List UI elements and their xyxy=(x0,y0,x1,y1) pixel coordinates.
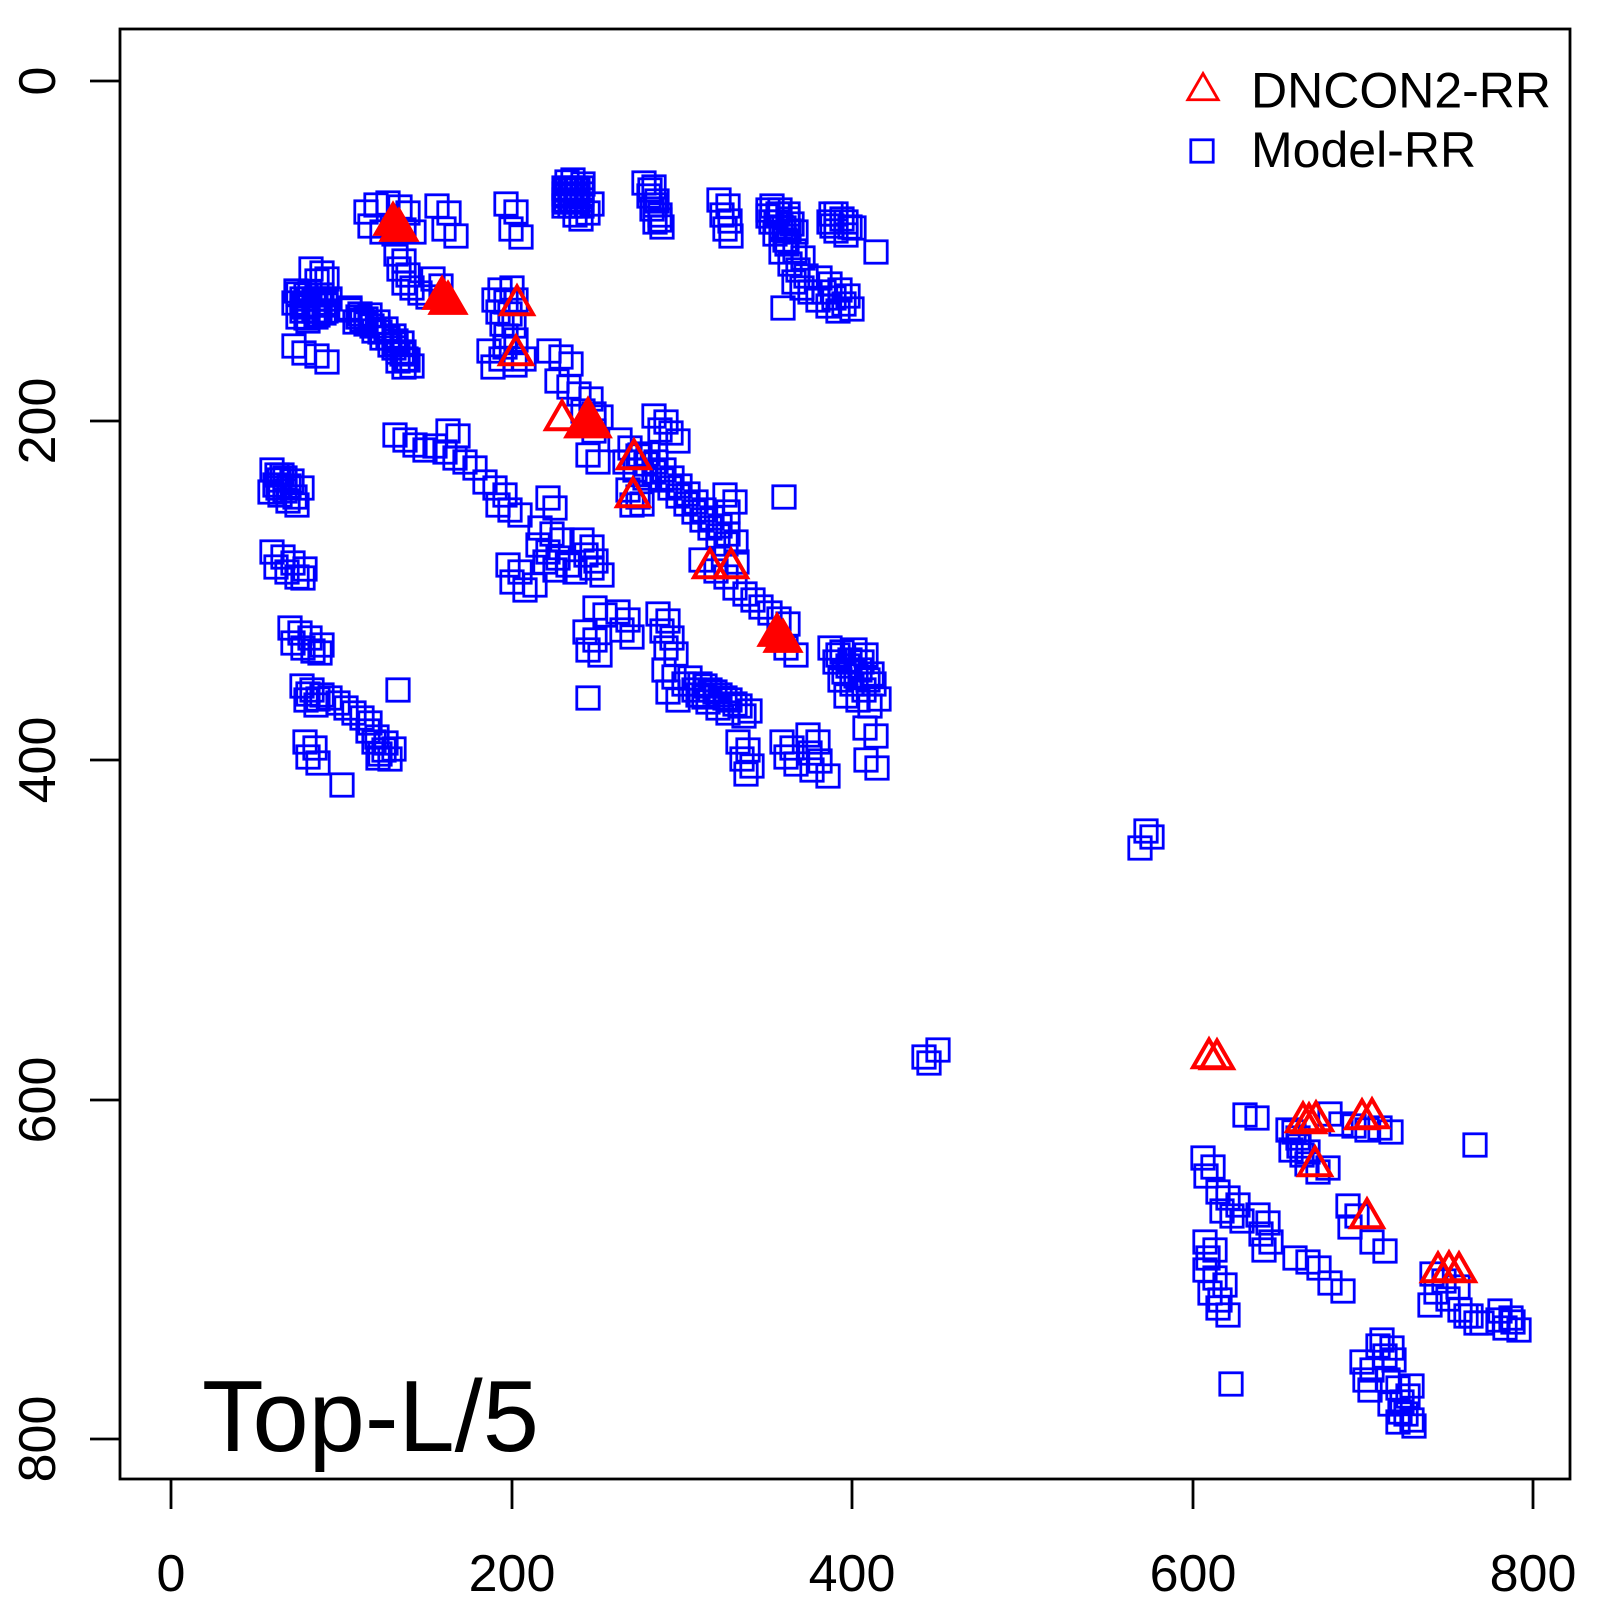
svg-text:600: 600 xyxy=(9,1057,67,1144)
svg-text:200: 200 xyxy=(469,1545,556,1600)
svg-text:Top-L/5: Top-L/5 xyxy=(202,1361,539,1473)
svg-text:400: 400 xyxy=(809,1545,896,1600)
svg-text:DNCON2-RR: DNCON2-RR xyxy=(1251,63,1551,119)
svg-text:600: 600 xyxy=(1150,1545,1237,1600)
svg-text:0: 0 xyxy=(9,67,67,96)
svg-text:200: 200 xyxy=(9,378,67,465)
svg-text:Model-RR: Model-RR xyxy=(1251,122,1476,178)
svg-text:800: 800 xyxy=(9,1396,67,1483)
svg-text:0: 0 xyxy=(157,1545,186,1600)
svg-text:800: 800 xyxy=(1490,1545,1577,1600)
svg-text:400: 400 xyxy=(9,717,67,804)
